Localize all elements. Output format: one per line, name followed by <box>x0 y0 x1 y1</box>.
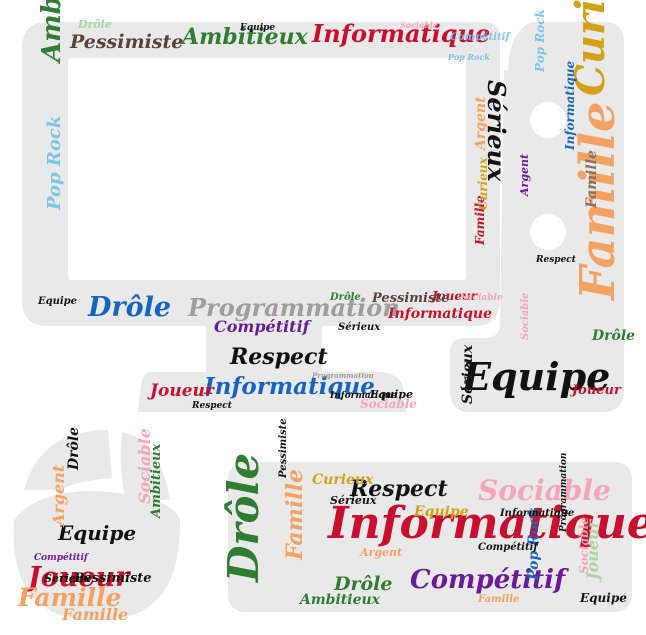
monitor-word: Joueur <box>147 381 215 401</box>
monitor-word: Programmation <box>311 371 374 380</box>
monitor-word: Sociable <box>360 397 417 411</box>
side-panel-word: Drôle <box>591 328 635 344</box>
mouse-shape <box>13 430 181 620</box>
monitor-word: Compétitif <box>450 32 511 43</box>
monitor-word: Pessimiste <box>371 291 450 306</box>
monitor-word: Curieux <box>476 156 490 210</box>
mouse-word: Argent <box>49 464 68 528</box>
keyboard-word: Famille <box>282 469 308 561</box>
monitor-shape <box>22 22 500 412</box>
keyboard-word: Sérieux <box>330 494 377 507</box>
monitor-word: Informatique <box>203 373 375 400</box>
side-panel-word: Joueur <box>569 383 622 398</box>
keyboard-word: Drôle <box>333 573 392 595</box>
keyboard-word: Informatique <box>499 508 574 519</box>
side-panel-word: Sociable <box>520 293 531 340</box>
monitor-word: Sociable <box>460 293 503 303</box>
monitor-word: Programmation <box>187 293 400 322</box>
monitor-word: Drôle <box>77 18 112 31</box>
monitor-word: Pop Rock <box>44 116 65 211</box>
side-panel-word: Famille <box>584 150 600 209</box>
mouse-word: Drôle <box>66 427 82 471</box>
mouse-word: Famille <box>61 605 128 624</box>
keyboard-word: Drôle <box>219 453 268 583</box>
monitor-word: Drôle <box>87 292 171 323</box>
keyboard-word: Sociable <box>478 474 611 507</box>
monitor-word: Equipe <box>369 388 413 401</box>
side-panel-word: Pop Rock <box>533 9 547 73</box>
mouse-word: Equipe <box>57 521 136 545</box>
keyboard-word: Sociable <box>577 517 591 574</box>
keyboard-word: Pessimiste <box>278 418 289 479</box>
monitor-word: Pessimiste <box>69 31 183 53</box>
side-panel-word: Famille <box>570 101 626 302</box>
keyboard-word: Equipe <box>579 591 627 605</box>
keyboard-word: Curieux <box>312 472 374 488</box>
keyboard-word: Pop Rock <box>526 506 542 581</box>
monitor-word: Sociable <box>400 20 438 30</box>
monitor-word: Equipe <box>239 23 275 33</box>
side-panel-word: Argent <box>518 154 531 197</box>
side-panel-word: Sérieux <box>460 344 476 404</box>
keyboard-word: Programmation <box>559 453 569 533</box>
monitor-word: Joueur <box>430 289 479 303</box>
side-panel-word: Curieux <box>567 0 614 96</box>
monitor-word: Informatique <box>311 19 490 48</box>
keyboard-word: Ambitieux <box>298 592 381 608</box>
mouse-word: Joueur <box>23 562 131 593</box>
keyboard-word: Informatique <box>326 498 646 549</box>
mouse-word: Ambitieux <box>149 443 164 520</box>
monitor-word: Respect <box>191 401 233 411</box>
mouse-word: Sociable <box>135 428 154 504</box>
side-panel-word: Respect <box>535 255 577 265</box>
monitor-word: Compétitif <box>214 317 313 336</box>
monitor-word: Ambitieux <box>180 24 309 50</box>
keyboard-word: Respect <box>349 476 448 502</box>
monitor-word: Ambitieux <box>37 0 67 65</box>
monitor-word: Pop Rock <box>447 52 490 62</box>
monitor-word: Argent <box>473 96 489 152</box>
keyboard-word: Argent <box>359 546 402 559</box>
mouse-word: Sérieux <box>44 572 91 585</box>
side-panel-word: Equipe <box>461 354 610 399</box>
monitor-word: Famille <box>473 195 487 246</box>
monitor-word: Respect <box>229 344 328 370</box>
mouse-word: Pessimiste <box>73 571 152 586</box>
side-panel-shape <box>450 22 624 412</box>
monitor-word: Informatique <box>329 391 397 401</box>
mouse-word: Famille <box>17 583 121 612</box>
side-panel-word: Informatique <box>563 60 577 151</box>
monitor-word: Informatique <box>387 306 492 322</box>
keyboard-word: Compétitif <box>478 542 539 553</box>
keyboard-word: Famille <box>477 594 519 605</box>
mouse-word: Compétitif <box>34 552 90 563</box>
monitor-word: Sérieux <box>338 322 381 333</box>
monitor-word: Drôle <box>329 292 361 303</box>
monitor-word: Equipe <box>37 296 77 307</box>
keyboard-word: Joueur <box>583 518 602 583</box>
keyboard-word: Equipe <box>413 504 469 520</box>
monitor-word: Sérieux <box>482 80 511 182</box>
keyboard-word: Compétitif <box>410 565 569 595</box>
keyboard-shape <box>228 462 632 612</box>
